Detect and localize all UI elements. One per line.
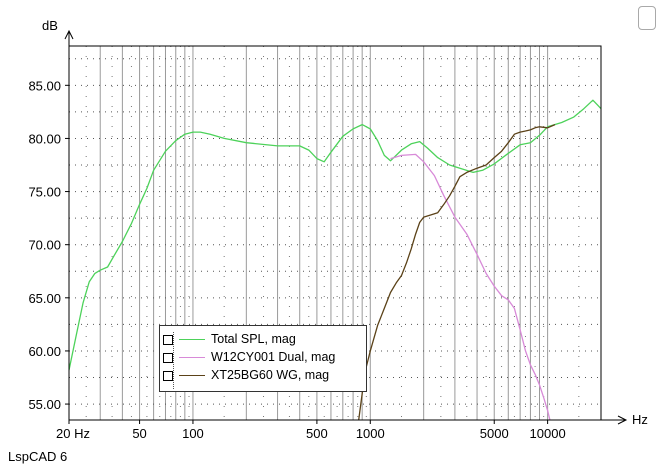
axis-labels: 85.00 80.00 75.00 70.00 65.00 60.00 55.00 20 Hz…	[28, 18, 647, 441]
legend-swatch	[179, 357, 205, 358]
corner-toggle-button[interactable]	[638, 6, 656, 30]
y-tick-label: 75.00	[28, 185, 61, 200]
chart-legend[interactable]: Total SPL, mag W12CY001 Dual, mag XT25BG…	[159, 325, 367, 392]
y-axis-arrow	[64, 29, 74, 40]
x-tick-label: 500	[306, 426, 328, 441]
x-tick-label: 5000	[480, 426, 509, 441]
legend-item-woofer[interactable]: W12CY001 Dual, mag	[160, 350, 366, 366]
x-tick-label: 50	[132, 426, 146, 441]
app-name-label: LspCAD 6	[8, 449, 68, 464]
legend-item-total-spl[interactable]: Total SPL, mag	[160, 332, 366, 348]
legend-swatch	[179, 375, 205, 376]
y-tick-label: 80.00	[28, 131, 61, 146]
x-tick-label: 1000	[356, 426, 385, 441]
legend-swatch	[179, 339, 205, 340]
y-tick-label: 70.00	[28, 238, 61, 253]
series-line-1	[390, 153, 551, 420]
y-axis-title: dB	[42, 18, 58, 33]
legend-label: XT25BG60 WG, mag	[211, 368, 330, 382]
series-line-0	[69, 99, 601, 371]
legend-checkbox[interactable]	[163, 335, 173, 345]
x-tick-label: 100	[182, 426, 204, 441]
legend-checkbox[interactable]	[163, 371, 173, 381]
legend-checkbox[interactable]	[163, 353, 173, 363]
axes	[64, 29, 628, 425]
y-tick-label: 60.00	[28, 344, 61, 359]
x-axis-arrow	[617, 415, 628, 425]
x-tick-label: 10000	[530, 426, 566, 441]
legend-label: Total SPL, mag	[211, 332, 296, 346]
y-tick-label: 85.00	[28, 78, 61, 93]
x-tick-label: 20 Hz	[56, 426, 90, 441]
legend-item-tweeter[interactable]: XT25BG60 WG, mag	[160, 368, 366, 384]
series-line-2	[358, 124, 556, 420]
y-tick-label: 55.00	[28, 397, 61, 412]
legend-label: W12CY001 Dual, mag	[211, 350, 336, 364]
series-lines	[69, 99, 601, 420]
legend-separator	[173, 332, 174, 389]
y-tick-label: 65.00	[28, 291, 61, 306]
x-axis-title: Hz	[632, 412, 648, 427]
